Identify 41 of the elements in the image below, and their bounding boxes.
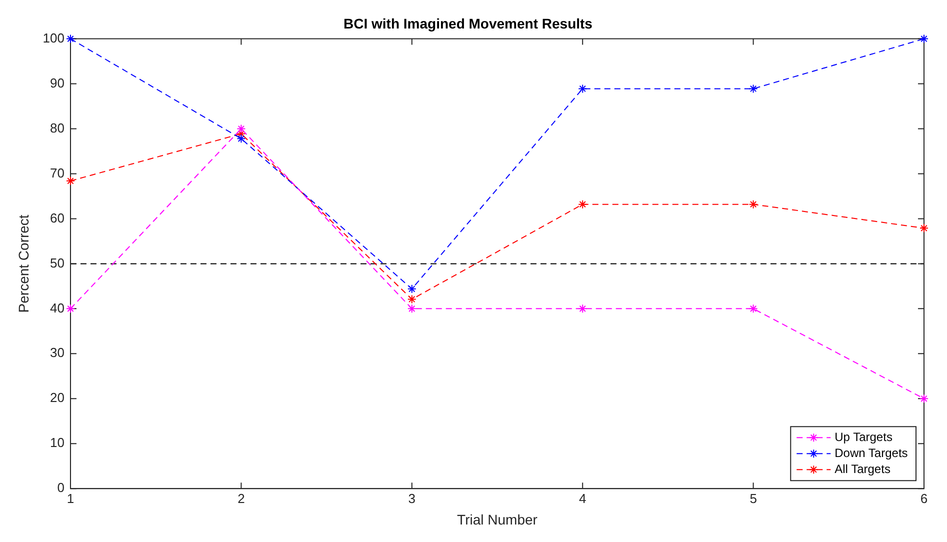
y-tick-label: 70	[50, 165, 64, 180]
x-tick-label: 4	[578, 490, 586, 506]
point	[66, 304, 75, 314]
point	[920, 224, 928, 233]
x-tick-label: 5	[750, 490, 757, 506]
point	[236, 134, 246, 144]
legend-label: All Targets	[834, 462, 890, 476]
chart-title: BCI with Imagined Movement Results	[344, 15, 593, 32]
point	[578, 84, 588, 94]
point	[748, 84, 758, 94]
point	[236, 129, 246, 138]
point	[407, 284, 416, 294]
point	[66, 34, 75, 44]
y-tick-label: 50	[50, 255, 64, 270]
x-tick-label: 1	[66, 490, 74, 506]
legend-label: Down Targets	[834, 446, 908, 460]
y-tick-label: 80	[50, 120, 64, 136]
y-tick-label: 40	[50, 300, 64, 316]
point	[407, 294, 416, 304]
point	[578, 200, 588, 209]
point	[748, 200, 758, 209]
y-tick-label: 10	[50, 435, 64, 450]
x-tick-label: 2	[238, 490, 245, 506]
point	[66, 176, 75, 186]
x-axis-title: Trial Number	[457, 511, 538, 528]
point	[236, 124, 246, 134]
point	[578, 304, 588, 314]
y-tick-label: 0	[57, 480, 64, 496]
y-tick-label: 60	[50, 210, 64, 226]
point	[920, 34, 928, 44]
y-tick-label: 90	[50, 75, 64, 90]
legend-label: Up Targets	[834, 430, 892, 444]
y-tick-label: 100	[42, 30, 64, 46]
x-tick-label: 6	[920, 490, 928, 506]
y-tick-label: 30	[50, 345, 64, 360]
point	[407, 304, 416, 314]
point	[748, 304, 758, 314]
point	[920, 394, 928, 404]
y-tick-label: 20	[50, 390, 64, 406]
x-tick-label: 3	[408, 490, 416, 506]
y-axis-title: Percent Correct	[15, 214, 32, 313]
